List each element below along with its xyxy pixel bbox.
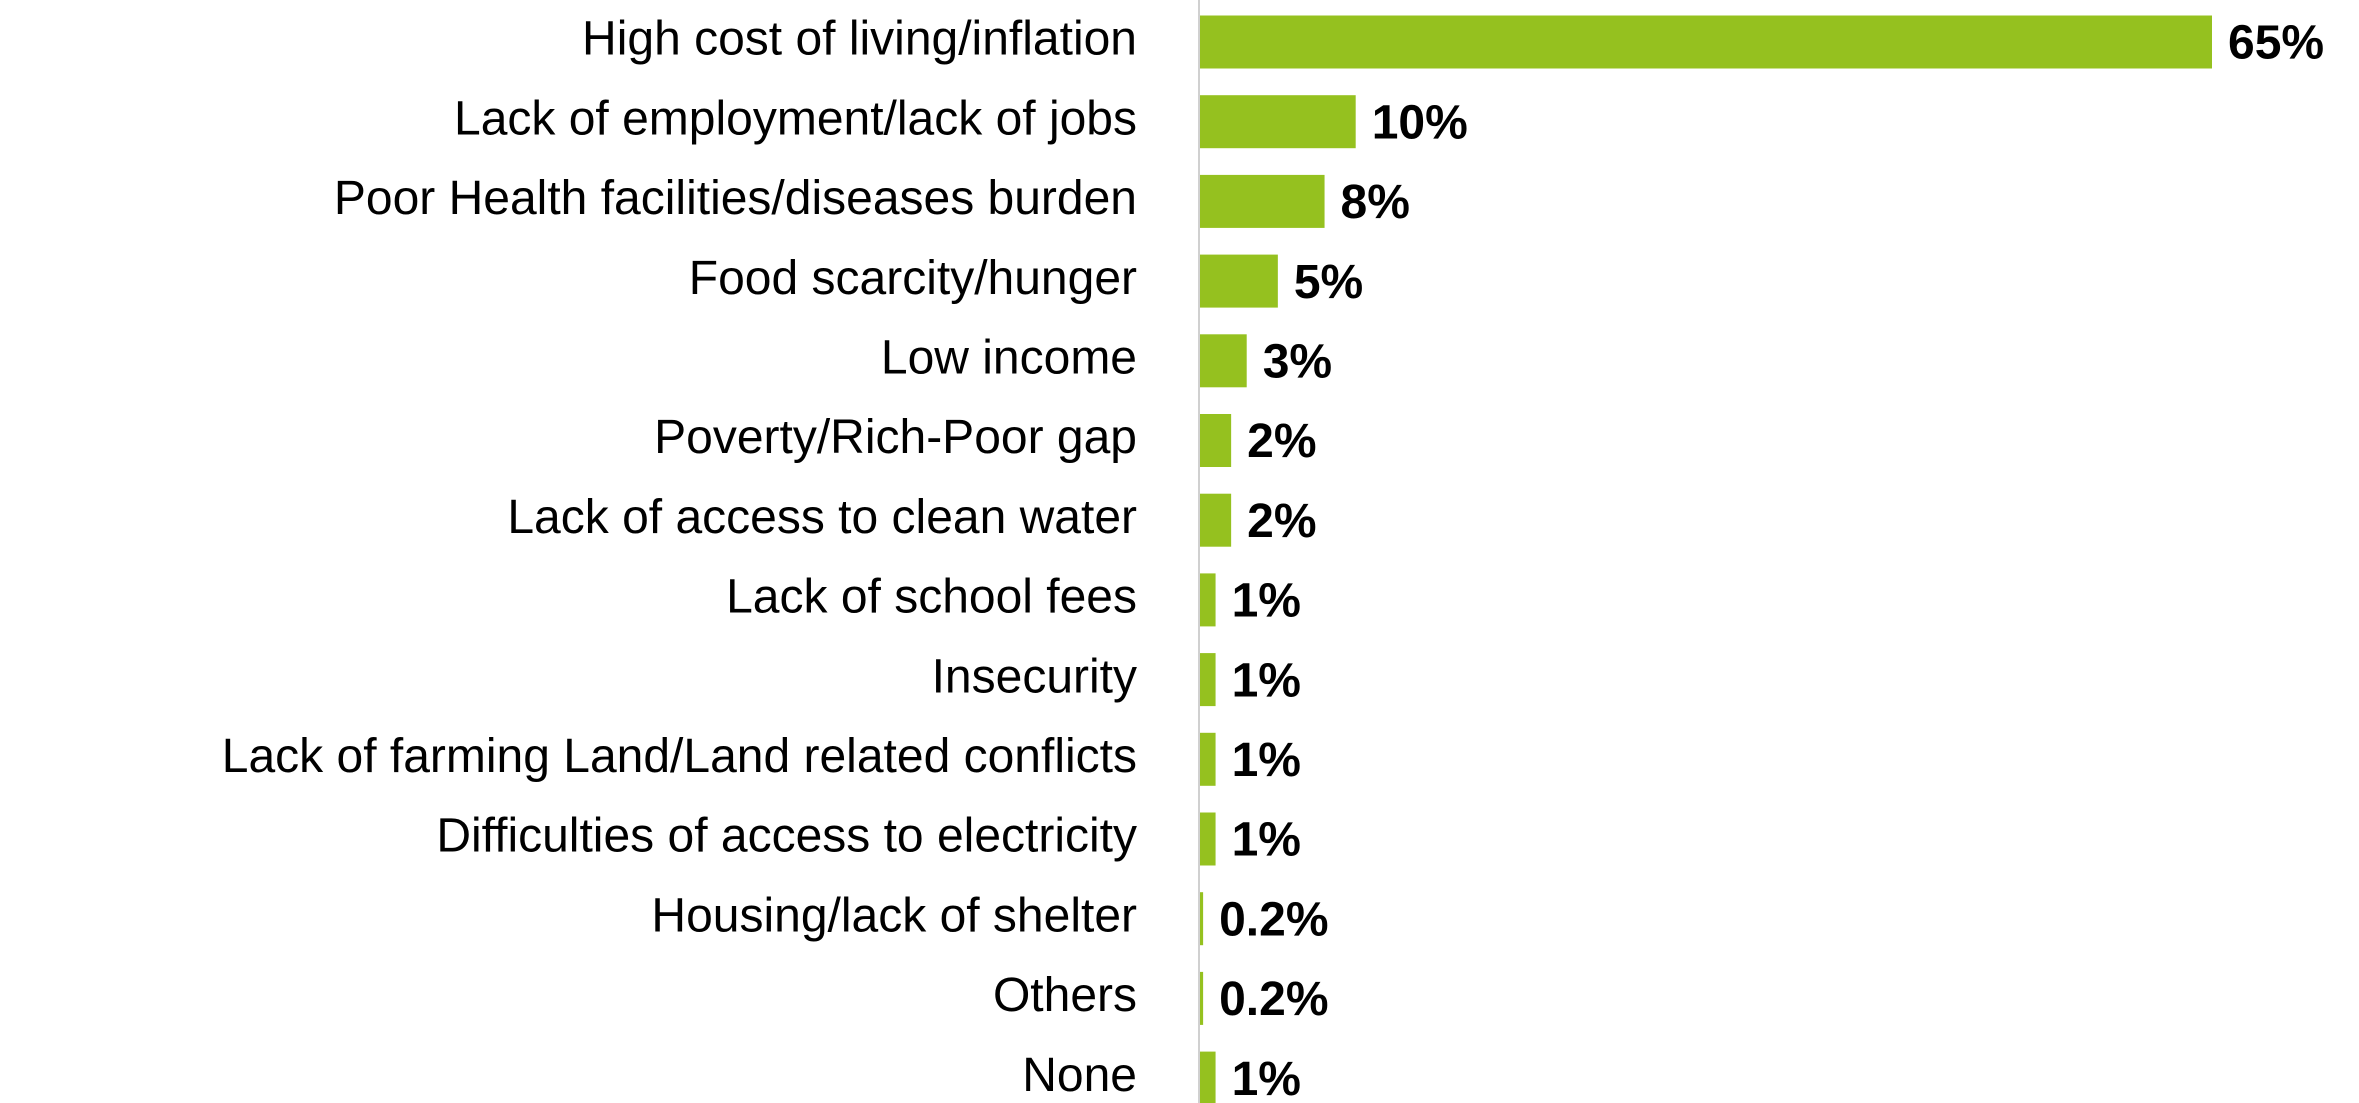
bar [1200,1051,1216,1103]
bar [1200,15,2212,69]
bar [1200,732,1216,786]
category-label: Poor Health facilities/diseases burden [334,172,1137,225]
bar [1200,653,1216,707]
category-label: Food scarcity/hunger [689,252,1137,305]
category-label: Lack of school fees [726,571,1137,624]
category-label: High cost of living/inflation [582,13,1137,66]
bar [1200,414,1232,467]
bar [1200,334,1247,388]
value-label: 8% [1341,176,1410,229]
category-label: Lack of employment/lack of jobs [454,92,1137,145]
bar [1200,892,1204,946]
category-label: Insecurity [932,650,1137,703]
category-label: Poverty/Rich-Poor gap [654,411,1137,464]
value-label: 1% [1232,575,1301,628]
category-label: None [1022,1049,1137,1102]
value-label: 10% [1372,96,1468,149]
bar [1200,493,1232,547]
bar [1200,812,1216,866]
category-label: Difficulties of access to electricity [436,810,1137,863]
bar [1200,95,1356,149]
value-label: 3% [1263,335,1332,388]
value-label: 65% [2228,17,2324,70]
category-label: Low income [881,331,1137,384]
bar [1200,971,1204,1025]
value-label: 1% [1232,1053,1301,1103]
bar [1200,573,1216,627]
value-label: 1% [1232,734,1301,787]
category-label: Lack of access to clean water [507,491,1137,544]
value-label: 5% [1294,256,1363,309]
value-label: 1% [1232,654,1301,707]
value-label: 1% [1232,814,1301,867]
value-label: 2% [1247,495,1316,548]
category-label: Housing/lack of shelter [651,889,1137,942]
category-label: Others [993,969,1137,1022]
value-label: 0.2% [1219,893,1328,946]
value-label: 0.2% [1219,973,1328,1026]
bar [1200,254,1278,308]
bar [1200,174,1325,228]
value-label: 2% [1247,415,1316,468]
category-label: Lack of farming Land/Land related confli… [222,730,1137,783]
